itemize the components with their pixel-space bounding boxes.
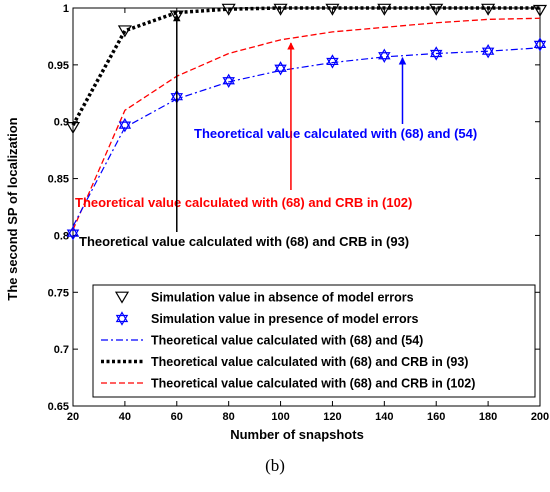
figure-caption: (b) <box>265 456 285 475</box>
legend-box <box>92 284 536 398</box>
legend-label: Theoretical value calculated with (68) a… <box>151 377 475 391</box>
series-0 <box>65 3 548 134</box>
star-marker-up <box>378 48 391 60</box>
star-marker-down <box>326 57 339 69</box>
triangle-marker <box>117 25 132 38</box>
y-axis-label: The second SP of localization <box>5 117 20 300</box>
annotation-0: Theoretical value calculated with (68) a… <box>194 57 477 141</box>
triangle-marker <box>273 3 288 16</box>
star-marker-up <box>66 225 80 237</box>
y-tick-label: 0.75 <box>48 287 69 299</box>
star-marker-down <box>429 49 443 61</box>
star-marker-down <box>118 121 132 133</box>
star-marker-up <box>222 73 235 85</box>
y-tick-label: 0.9 <box>54 117 69 129</box>
triangle-marker <box>377 3 392 16</box>
series-line <box>72 17 541 231</box>
legend-label: Theoretical value calculated with (68) a… <box>151 334 423 348</box>
triangle-marker <box>114 291 130 304</box>
triangle-marker <box>221 3 236 16</box>
star-marker-down <box>274 64 287 76</box>
star-marker-up <box>274 61 287 72</box>
legend-label: Simulation value in presence of model er… <box>151 312 418 326</box>
x-tick-label: 160 <box>427 411 445 423</box>
y-tick-label: 0.95 <box>48 60 69 72</box>
triangle-marker <box>429 3 444 16</box>
legend-entry-1: Simulation value in presence of model er… <box>115 311 418 326</box>
star-marker-down <box>222 77 235 88</box>
x-axis-label: Number of snapshots <box>230 427 364 442</box>
series-4 <box>72 17 541 231</box>
star-marker-down <box>66 229 80 241</box>
x-tick-label: 120 <box>323 411 341 423</box>
triangle-marker <box>65 122 81 134</box>
star-marker-up <box>115 311 129 323</box>
star-marker-up <box>429 46 443 58</box>
x-tick-label: 200 <box>531 411 549 423</box>
y-tick-label: 0.65 <box>48 401 69 413</box>
star-marker-down <box>533 40 547 52</box>
x-tick-label: 80 <box>223 411 235 423</box>
legend-entry-4: Theoretical value calculated with (68) a… <box>101 377 475 391</box>
annotation-1: Theoretical value calculated with (68) a… <box>75 42 412 210</box>
x-tick-label: 180 <box>479 411 497 423</box>
annotation-text: Theoretical value calculated with (68) a… <box>79 234 409 249</box>
annotation-text: Theoretical value calculated with (68) a… <box>194 126 477 141</box>
chart: 20 40 60 80 100 120 140 160 180 200 0.65 0.7 0.75 0.8… <box>5 3 549 442</box>
legend-label: Theoretical value calculated with (68) a… <box>151 355 468 369</box>
star-marker-up <box>326 54 339 66</box>
series-2 <box>72 47 541 227</box>
star-marker-up <box>118 117 132 129</box>
x-tick-label: 100 <box>271 411 289 423</box>
x-tick-label: 140 <box>375 411 393 423</box>
star-marker-up <box>533 37 547 48</box>
y-tick-label: 0.8 <box>54 230 69 242</box>
series-line <box>72 47 541 227</box>
y-tick-label: 0.85 <box>48 174 69 186</box>
y-tick-label: 0.7 <box>54 344 69 356</box>
x-tick-label: 60 <box>171 411 183 423</box>
star-marker-down <box>115 314 129 326</box>
star-marker-down <box>378 52 391 63</box>
legend-entry-2: Theoretical value calculated with (68) a… <box>101 334 423 348</box>
x-tick-label: 40 <box>119 411 131 423</box>
triangle-marker <box>532 4 548 17</box>
annotation-2: Theoretical value calculated with (68) a… <box>79 13 409 249</box>
legend-entry-0: Simulation value in absence of model err… <box>114 291 414 305</box>
y-tick-label: 1 <box>63 3 69 15</box>
triangle-marker <box>325 3 340 16</box>
star-marker-down <box>481 47 495 59</box>
triangle-marker <box>481 3 496 16</box>
series-3 <box>71 6 540 126</box>
legend-entry-3: Theoretical value calculated with (68) a… <box>101 355 468 369</box>
x-tick-label: 20 <box>67 411 79 423</box>
annotation-text: Theoretical value calculated with (68) a… <box>75 195 412 210</box>
series-line <box>71 6 540 126</box>
legend-label: Simulation value in absence of model err… <box>151 291 414 305</box>
star-marker-up <box>481 44 495 55</box>
